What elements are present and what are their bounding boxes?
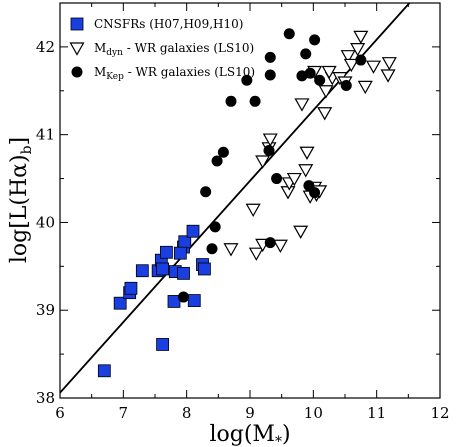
circle-point — [263, 144, 275, 156]
legend-label: MKep - WR galaxies (LS10) — [94, 65, 255, 82]
square-point — [156, 338, 170, 351]
circle-point — [283, 28, 295, 40]
y-axis-label: log[L(Hα)b] — [7, 137, 35, 263]
y-tick-label: 41 — [36, 126, 55, 144]
legend-marker-square — [70, 17, 84, 31]
circle-point — [355, 54, 367, 66]
circle-point — [314, 74, 326, 86]
triangle-down-open-point — [255, 155, 271, 169]
triangle-down-open-point — [293, 225, 309, 239]
x-axis-label-sub: * — [275, 434, 282, 447]
square-point — [177, 266, 190, 280]
triangle-down-open-point — [350, 43, 366, 57]
circle-point — [241, 74, 253, 86]
square-point — [186, 224, 200, 238]
circle-point — [264, 69, 276, 81]
x-axis-label: log(M*) — [209, 422, 290, 447]
y-tick-label: 42 — [36, 38, 55, 56]
triangle-down-open-point — [357, 80, 373, 95]
triangle-down-open-point — [343, 58, 359, 73]
legend-label: CNSFRs (H07,H09,H10) — [94, 17, 243, 31]
triangle-down-open-point — [353, 30, 369, 45]
y-tick-label: 40 — [36, 213, 55, 231]
triangle-down-open-point — [298, 164, 314, 178]
plot-area — [59, 2, 441, 399]
legend-label: Mdyn - WR galaxies (LS10) — [94, 41, 254, 58]
triangle-down-open-point — [317, 107, 333, 121]
triangle-down-open-point — [223, 243, 239, 257]
circle-point — [211, 155, 223, 167]
circle-point — [200, 186, 212, 198]
x-tick-label: 6 — [55, 404, 65, 422]
y-axis-label-sub: b — [19, 145, 35, 154]
legend-marker-circle — [71, 66, 83, 78]
y-tick-label: 39 — [36, 301, 55, 319]
circle-point — [300, 48, 312, 60]
square-point — [156, 262, 170, 276]
circle-point — [249, 95, 261, 107]
circle-point — [217, 146, 229, 158]
x-tick-label: 7 — [119, 404, 129, 422]
triangle-down-open-point — [262, 133, 278, 147]
circle-point — [271, 173, 283, 185]
square-point — [167, 295, 181, 308]
y-axis-label-main: log[L(Hα) — [7, 154, 32, 263]
triangle-down-open-point — [321, 65, 337, 80]
axis-ticks — [59, 3, 441, 399]
square-point — [124, 281, 138, 295]
triangle-down-open-point — [294, 98, 310, 112]
triangle-down-open-point — [381, 57, 397, 71]
square-point — [197, 262, 211, 276]
legend-marker-triangle-down-open — [69, 42, 85, 56]
circle-point — [309, 34, 321, 46]
triangle-down-open-point — [340, 50, 356, 64]
x-tick-label: 8 — [182, 404, 192, 422]
circle-point — [304, 67, 316, 79]
circle-point — [264, 51, 276, 63]
y-axis-label-close: ] — [7, 137, 32, 146]
circle-point — [340, 80, 352, 92]
legend: CNSFRs (H07,H09,H10) Mdyn - WR galaxies (… — [69, 17, 255, 82]
x-tick-label: 11 — [367, 404, 386, 422]
x-tick-label: 12 — [430, 404, 449, 422]
circle-point — [209, 221, 221, 233]
square-point — [97, 364, 111, 378]
triangle-down-open-point — [365, 60, 382, 74]
circle-point — [225, 95, 237, 107]
y-tick-label: 38 — [36, 389, 55, 407]
triangle-down-open-point — [272, 239, 288, 253]
circle-point — [206, 243, 218, 255]
square-point — [135, 264, 149, 278]
square-point — [113, 296, 127, 310]
triangle-down-open-point — [318, 85, 334, 99]
square-point — [173, 246, 187, 260]
triangle-down-open-point — [286, 172, 302, 187]
triangle-down-open-point — [245, 203, 261, 217]
triangle-down-open-point — [248, 247, 264, 261]
circle-point — [309, 187, 321, 199]
triangle-down-open-point — [380, 69, 396, 83]
circle-point — [178, 291, 189, 303]
x-tick-label: 10 — [304, 404, 323, 422]
x-axis-label-close: ) — [282, 422, 291, 447]
square-point — [187, 294, 201, 307]
x-axis-label-main: log(M — [209, 422, 274, 447]
tick-labels: 6 7 8 9 10 11 12 38 39 40 41 42 — [36, 38, 450, 422]
square-point — [159, 245, 173, 259]
x-tick-label: 9 — [245, 404, 255, 422]
circle-point — [264, 237, 276, 249]
triangle-down-open-point — [299, 146, 315, 160]
data-points — [97, 28, 397, 378]
